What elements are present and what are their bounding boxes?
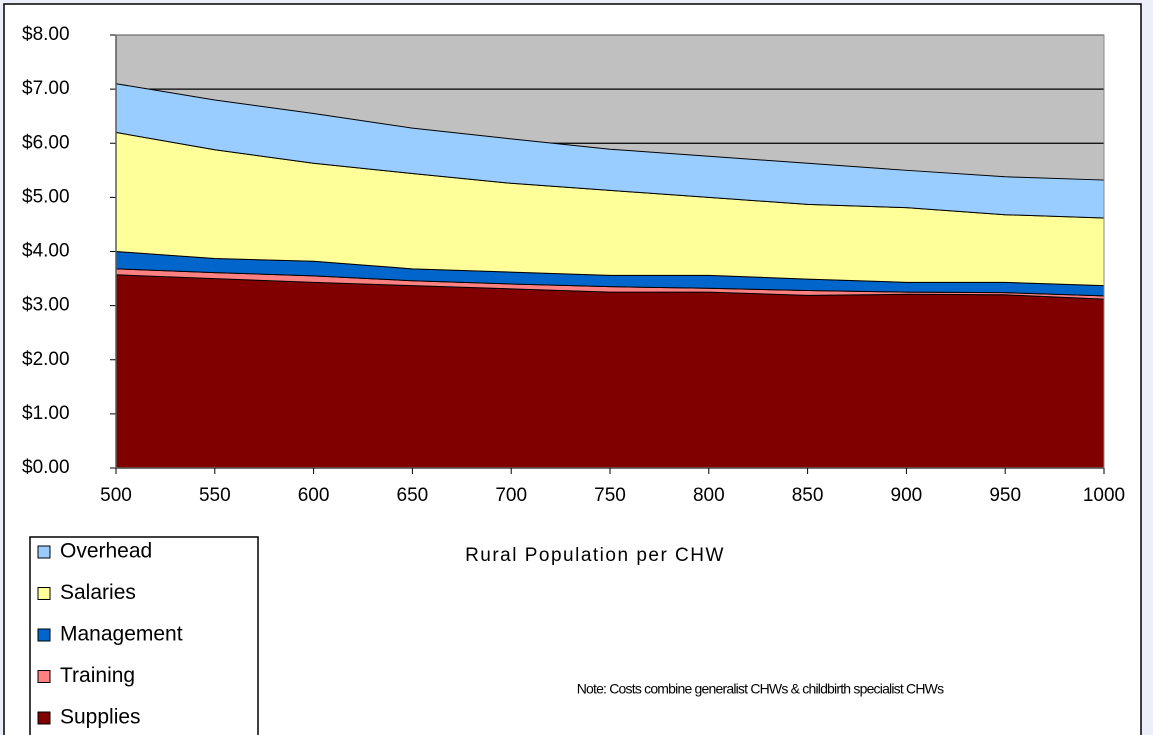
x-tick-label: 650 bbox=[397, 485, 429, 506]
legend-label: Supplies bbox=[60, 706, 141, 729]
legend-label: Training bbox=[60, 664, 135, 687]
y-tick-label: $2.00 bbox=[22, 349, 70, 370]
x-tick-label: 1000 bbox=[1083, 485, 1125, 506]
y-tick-label: $5.00 bbox=[22, 186, 70, 207]
area bbox=[115, 274, 1105, 469]
legend-swatch bbox=[37, 711, 51, 725]
legend-box bbox=[29, 536, 259, 735]
legend-label: Management bbox=[60, 623, 183, 646]
x-tick-label: 800 bbox=[693, 485, 725, 506]
y-tick-label: $7.00 bbox=[22, 78, 70, 99]
x-tick-label: 900 bbox=[891, 485, 923, 506]
x-tick-label: 550 bbox=[199, 485, 231, 506]
y-tick-label: $1.00 bbox=[22, 403, 70, 424]
y-tick-label: $4.00 bbox=[22, 241, 70, 262]
y-tick-label: $0.00 bbox=[22, 457, 70, 478]
x-tick-label: 950 bbox=[989, 485, 1021, 506]
legend-swatch bbox=[37, 545, 51, 559]
legend-swatch bbox=[37, 670, 51, 683]
x-tick-label: 600 bbox=[298, 485, 330, 506]
note: Note: Costs combine generalist CHWs & ch… bbox=[577, 681, 944, 697]
x-tick-label: 500 bbox=[100, 485, 132, 506]
x-tick-label: 750 bbox=[594, 485, 626, 506]
y-tick-label: $3.00 bbox=[22, 295, 70, 316]
legend-label: Overhead bbox=[60, 540, 152, 563]
legend-swatch bbox=[37, 628, 51, 642]
x-tick-label: 850 bbox=[792, 485, 824, 506]
legend-swatch bbox=[37, 587, 51, 600]
y-tick-label: $8.00 bbox=[22, 24, 70, 45]
x-axis-title: Rural Population per CHW bbox=[465, 545, 725, 566]
legend-label: Salaries bbox=[60, 581, 136, 604]
y-tick-label: $6.00 bbox=[22, 132, 70, 153]
x-tick-label: 700 bbox=[495, 485, 527, 506]
